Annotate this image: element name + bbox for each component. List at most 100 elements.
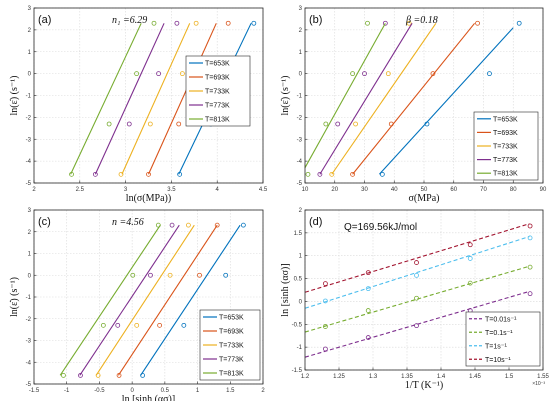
data-point: [322, 324, 328, 329]
data-point: [240, 222, 246, 228]
data-point: [467, 242, 473, 248]
y-tick-label: -2: [26, 317, 32, 323]
y-tick-label: -1: [26, 295, 32, 301]
data-point: [193, 20, 199, 26]
legend: T=653K T=693K T=733K T=773K T=813K: [185, 55, 251, 127]
data-point: [379, 171, 385, 177]
legend-entry: T=693K: [205, 75, 230, 82]
x-tick-label: 1: [196, 388, 200, 394]
data-point: [126, 121, 132, 127]
data-point: [382, 20, 388, 26]
data-point: [516, 20, 522, 26]
y-axis-label: ln(ε̇) (s⁻¹): [9, 76, 20, 116]
y-tick-label: 2: [299, 28, 303, 34]
legend-entry: T=693K: [219, 329, 244, 336]
data-point: [179, 71, 185, 77]
legend-entry: T=1s⁻¹: [485, 343, 507, 350]
data-point: [177, 171, 183, 177]
data-point: [430, 71, 436, 77]
data-point: [174, 20, 180, 26]
data-point: [100, 322, 106, 328]
data-point: [365, 335, 371, 340]
data-point: [156, 71, 161, 77]
data-point: [365, 286, 371, 292]
x-tick-label: 2: [32, 187, 36, 193]
data-point: [467, 280, 473, 286]
x-axis-label: σ(MPa): [409, 193, 440, 204]
data-point: [329, 171, 335, 177]
data-point: [305, 171, 311, 177]
y-tick-label: -3: [297, 137, 303, 143]
data-point: [223, 272, 229, 278]
data-point: [186, 222, 191, 228]
x-axis-label: ln(σ(MPa)): [126, 193, 171, 204]
y-tick-label: 2: [28, 28, 32, 34]
legend-box: [465, 311, 541, 367]
fit-line: [117, 224, 218, 376]
panel-annotation: Q=169.56kJ/mol: [344, 222, 417, 233]
fit-line: [95, 224, 195, 376]
data-point: [116, 373, 122, 378]
fit-line: [79, 224, 180, 376]
fit-line: [304, 23, 386, 168]
data-point: [365, 20, 370, 26]
x-tick-label: 80: [510, 187, 517, 193]
fit-line: [331, 23, 437, 175]
data-point: [362, 71, 367, 77]
fit-line: [319, 23, 413, 175]
data-point: [350, 171, 356, 177]
data-point: [157, 322, 163, 328]
fit-line: [378, 27, 514, 175]
data-point: [147, 121, 153, 127]
fit-line: [70, 23, 142, 175]
x-axis-label: ln [sinh (ασ)]: [122, 394, 175, 401]
x-tick-label: 1.5: [505, 374, 514, 380]
panel-b: 10 20 30 40 50 60 70 80 90 -5 -4 -3 -2 -1 0 1 2 3 σ(MPa) ln…: [280, 6, 547, 204]
legend-entry: T=773K: [205, 103, 230, 110]
data-point: [424, 121, 430, 127]
data-point: [95, 373, 101, 378]
panel-c: -1.5 -1 -0.5 0 0.5 1 1.5 2 -5 -4 -3 -2 -1 0 1 2 3 ln [sin…: [9, 208, 265, 401]
fit-line: [304, 235, 530, 309]
data-point: [197, 272, 202, 278]
data-point: [78, 373, 83, 378]
data-point: [527, 235, 533, 241]
panel-a: 2 2.5 3 3.5 4 4.5-5-4-3-2-10123ln(σ(MPa))ln(ε…: [9, 6, 268, 204]
x-tick-label: 1.5: [226, 388, 235, 394]
axes-frame: [304, 209, 544, 371]
panel-label: (b): [309, 14, 322, 26]
legend: T=653K T=693K T=733K T=773K T=813K: [473, 111, 539, 181]
data-point: [69, 171, 74, 177]
data-point: [130, 272, 136, 278]
legend-entry: T=813K: [205, 117, 230, 124]
fit-line: [121, 23, 191, 175]
data-point: [167, 272, 173, 278]
panel-d: 1.2 1.25 1.3 1.35 1.4 1.45 1.5 1.55 -1.5 -1 -0.5 0 0…: [280, 208, 549, 391]
x-tick-label: 3: [124, 187, 128, 193]
data-point: [365, 270, 371, 276]
x-tick-label: 1.2: [301, 374, 310, 380]
data-point: [322, 346, 328, 352]
fit-line: [304, 223, 530, 293]
panel-label: (a): [38, 14, 51, 26]
panel-label: (c): [38, 216, 51, 228]
fit-line: [94, 23, 165, 175]
legend-entry: T=773K: [493, 157, 518, 164]
x-tick-label: 4.5: [259, 187, 268, 193]
legend-entry: T=733K: [205, 89, 230, 96]
data-point: [475, 20, 480, 26]
x-tick-label: -1.5: [29, 388, 40, 394]
data-point: [118, 171, 124, 177]
y-tick-label: 2: [299, 208, 303, 214]
data-point: [251, 20, 257, 26]
legend-entry: T=0.01s⁻¹: [485, 316, 517, 323]
legend-entry: T=10s⁻¹: [485, 357, 511, 364]
data-point: [214, 222, 220, 228]
data-point: [414, 295, 419, 301]
data-point: [61, 373, 66, 378]
data-point: [317, 171, 323, 177]
x-tick-label: 20: [331, 187, 338, 193]
y-tick-label: 0: [299, 299, 303, 305]
data-point: [134, 322, 140, 328]
y-tick-label: -1: [26, 94, 32, 100]
